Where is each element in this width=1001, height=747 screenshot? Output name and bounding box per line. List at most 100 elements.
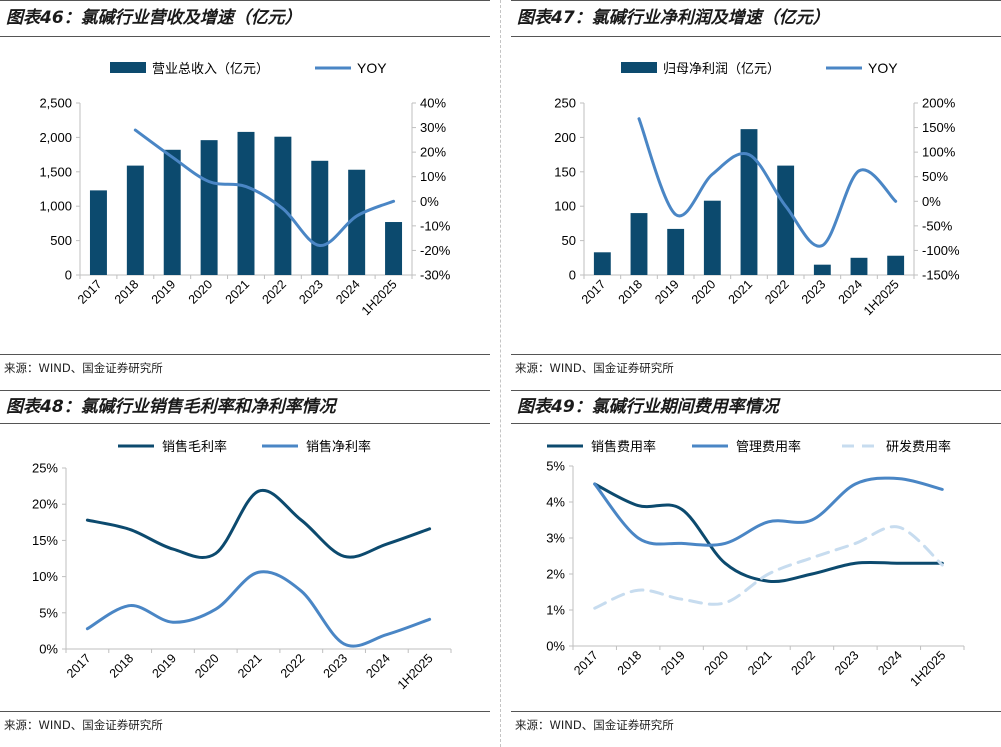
x-tick-label: 1H2025 [908,648,949,689]
top-rule [0,0,490,1]
source-note: 来源：WIND、国金证券研究所 [4,718,163,732]
y-tick-label: 5% [546,459,565,474]
chart-title: 图表46：氯碱行业营收及增速（亿元） [6,8,302,28]
y-tick-label-right: 0% [420,194,439,209]
x-tick-label: 2019 [652,277,682,307]
margin-chart: 0% 5% 10% 15% 20% 25% 2017 2018 2019 2020 2021 2022… [32,439,452,692]
chart-title: 图表48：氯碱行业销售毛利率和净利率情况 [6,397,336,417]
x-tick-label: 2021 [235,651,265,681]
bar [385,222,403,275]
y-tick-label-right: 0% [922,194,941,209]
x-tick-label: 2020 [186,277,216,307]
title-rule [0,423,490,424]
y-tick-label-right: 40% [420,96,446,111]
y-tick-label: 15% [32,533,58,548]
title-rule [0,36,490,37]
bar [740,129,758,275]
series-line-2 [593,476,944,547]
series-line-1 [593,482,944,584]
x-tick-label: 2023 [296,277,326,307]
y-tick-label-left: 200 [554,130,576,145]
y-tick-label-right: 50% [922,169,948,184]
bar [630,213,648,275]
source-rule [0,711,490,712]
x-tick-label: 2018 [107,651,137,681]
x-tick-label: 2022 [259,277,289,307]
bar [887,255,905,275]
y-tick-label-right: -50% [922,218,953,233]
x-tick-label: 2019 [149,277,179,307]
x-tick-label: 2022 [762,277,792,307]
y-tick-label-left: 0 [569,268,576,283]
x-tick-label: 2021 [726,277,756,307]
x-tick-label: 2019 [658,648,688,678]
yoy-line [133,128,396,248]
top-rule [511,390,1001,391]
x-tick-label: 1H2025 [359,277,400,318]
legend-label: 销售毛利率 [162,439,227,454]
legend-swatch-bar [110,62,146,73]
legend-swatch-bar [621,62,657,73]
x-tick-label: 1H2025 [395,651,436,692]
legend-label: YOY [868,60,898,76]
x-tick-label: 2021 [745,648,775,678]
legend-label: 销售净利率 [306,439,371,454]
y-tick-label: 2% [546,567,565,582]
x-tick-label: 2024 [875,648,905,678]
bar [850,257,868,275]
x-tick-label: 2022 [788,648,818,678]
y-tick-label: 20% [32,497,58,512]
x-tick-label: 2023 [321,651,351,681]
series-line-1 [85,488,432,559]
legend-label: YOY [357,60,387,76]
series-line-2 [85,570,432,648]
source-note: 来源：WIND、国金证券研究所 [515,361,674,375]
bar [89,190,107,275]
source-rule [511,711,1001,712]
y-tick-label-left: 100 [554,199,576,214]
title-rule [511,36,1001,37]
chart-title: 图表49：氯碱行业期间费用率情况 [517,397,779,417]
bar [274,136,292,275]
x-tick-label: 2018 [112,277,142,307]
source-note: 来源：WIND、国金证券研究所 [515,718,674,732]
revenue-chart: 0 500 1,000 1,500 2,000 2,500 -30% -20% -10% 0% 10… [39,60,451,318]
panel-expense-ratios: 图表49：氯碱行业期间费用率情况 0% 1% 2% 3% 4% 5% 2017 2018 201… [511,390,1001,747]
source-note: 来源：WIND、国金证券研究所 [4,361,163,375]
x-tick-label: 2017 [64,651,94,681]
chart-title: 图表47：氯碱行业净利润及增速（亿元） [517,8,830,28]
y-tick-label-left: 250 [554,96,576,111]
x-tick-label: 2020 [689,277,719,307]
y-tick-label-right: 100% [922,145,956,160]
y-tick-label: 0% [39,642,58,657]
legend-label: 销售费用率 [591,439,656,454]
y-tick-label-right: -20% [420,243,451,258]
source-rule [511,354,1001,355]
y-tick-label-right: -150% [922,268,960,283]
y-tick-label-right: -30% [420,268,451,283]
bar [777,165,795,275]
y-tick-label: 3% [546,531,565,546]
y-tick-label: 0% [546,639,565,654]
bar [200,140,218,275]
bar [126,165,144,275]
y-tick-label-left: 1,000 [39,199,72,214]
x-tick-label: 2017 [75,277,105,307]
x-tick-label: 2024 [836,277,866,307]
y-tick-label-left: 1,500 [39,164,72,179]
x-tick-label: 2024 [333,277,363,307]
y-tick-label: 5% [39,605,58,620]
panel-revenue: 图表46：氯碱行业营收及增速（亿元） 0 500 1,000 1,500 2,000 2,… [0,0,490,385]
y-tick-label-left: 150 [554,164,576,179]
y-tick-label-right: -10% [420,218,451,233]
y-tick-label-right: 20% [420,145,446,160]
bar [703,200,721,275]
x-tick-label: 2022 [278,651,308,681]
y-tick-label-right: 200% [922,96,956,111]
x-tick-label: 2020 [702,648,732,678]
bar [348,169,366,275]
legend-label: 研发费用率 [886,439,951,454]
legend-label: 营业总收入（亿元） [152,61,269,76]
panel-margins: 图表48：氯碱行业销售毛利率和净利率情况 0% 5% 10% 15% 20% 25% 201… [0,390,490,747]
x-tick-label: 1H2025 [861,277,902,318]
